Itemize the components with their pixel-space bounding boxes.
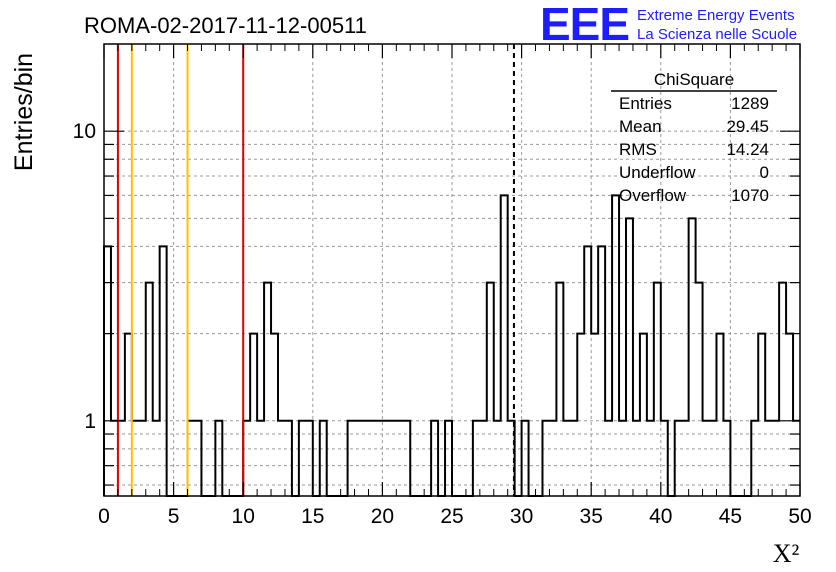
stats-value: 0 [760,163,769,182]
stats-value: 29.45 [726,117,769,136]
chart-title: ROMA-02-2017-11-12-00511 [84,13,367,38]
eee-logo-mark: EEE [540,0,629,50]
eee-logo: EEE Extreme Energy Events La Scienza nel… [540,0,797,50]
marker-lines [116,44,515,496]
x-tick-label: 40 [649,505,672,528]
x-tick-label: 30 [510,505,533,528]
x-tick-label: 50 [788,505,811,528]
logo-line-1: Extreme Energy Events [637,7,795,24]
stats-label: Entries [619,94,672,113]
stats-value: 14.24 [726,140,769,159]
stats-rows: Entries 1289 Mean 29.45 RMS 14.24 Underflow 0 Ov… [619,94,769,205]
axis-ticks: 0 5 10 15 20 25 30 35 40 45 50 1 10 [73,44,812,528]
histogram-bins [103,194,800,497]
stats-label: Underflow [619,163,696,182]
stats-value: 1070 [731,186,769,205]
x-tick-label: 5 [168,505,180,528]
x-tick-label: 35 [580,505,603,528]
x-tick-label: 25 [440,505,463,528]
histogram-line [103,194,800,497]
y-axis-label: Entries/bin [10,53,38,171]
x-tick-label: 0 [98,505,110,528]
stats-title: ChiSquare [654,70,734,89]
x-tick-label: 10 [232,505,255,528]
x-axis-label: X² [773,539,800,568]
y-tick-label: 10 [73,120,96,143]
y-tick-label: 1 [84,410,96,433]
stats-label: Mean [619,117,662,136]
x-tick-label: 45 [719,505,742,528]
stats-label: Overflow [619,186,687,205]
stats-value: 1289 [731,94,769,113]
x-tick-label: 15 [301,505,324,528]
logo-line-2: La Scienza nelle Scuole [637,26,797,43]
stats-label: RMS [619,140,657,159]
x-tick-label: 20 [371,505,394,528]
stats-box: ChiSquare Entries 1289 Mean 29.45 RMS 14.24 Un… [611,70,777,205]
